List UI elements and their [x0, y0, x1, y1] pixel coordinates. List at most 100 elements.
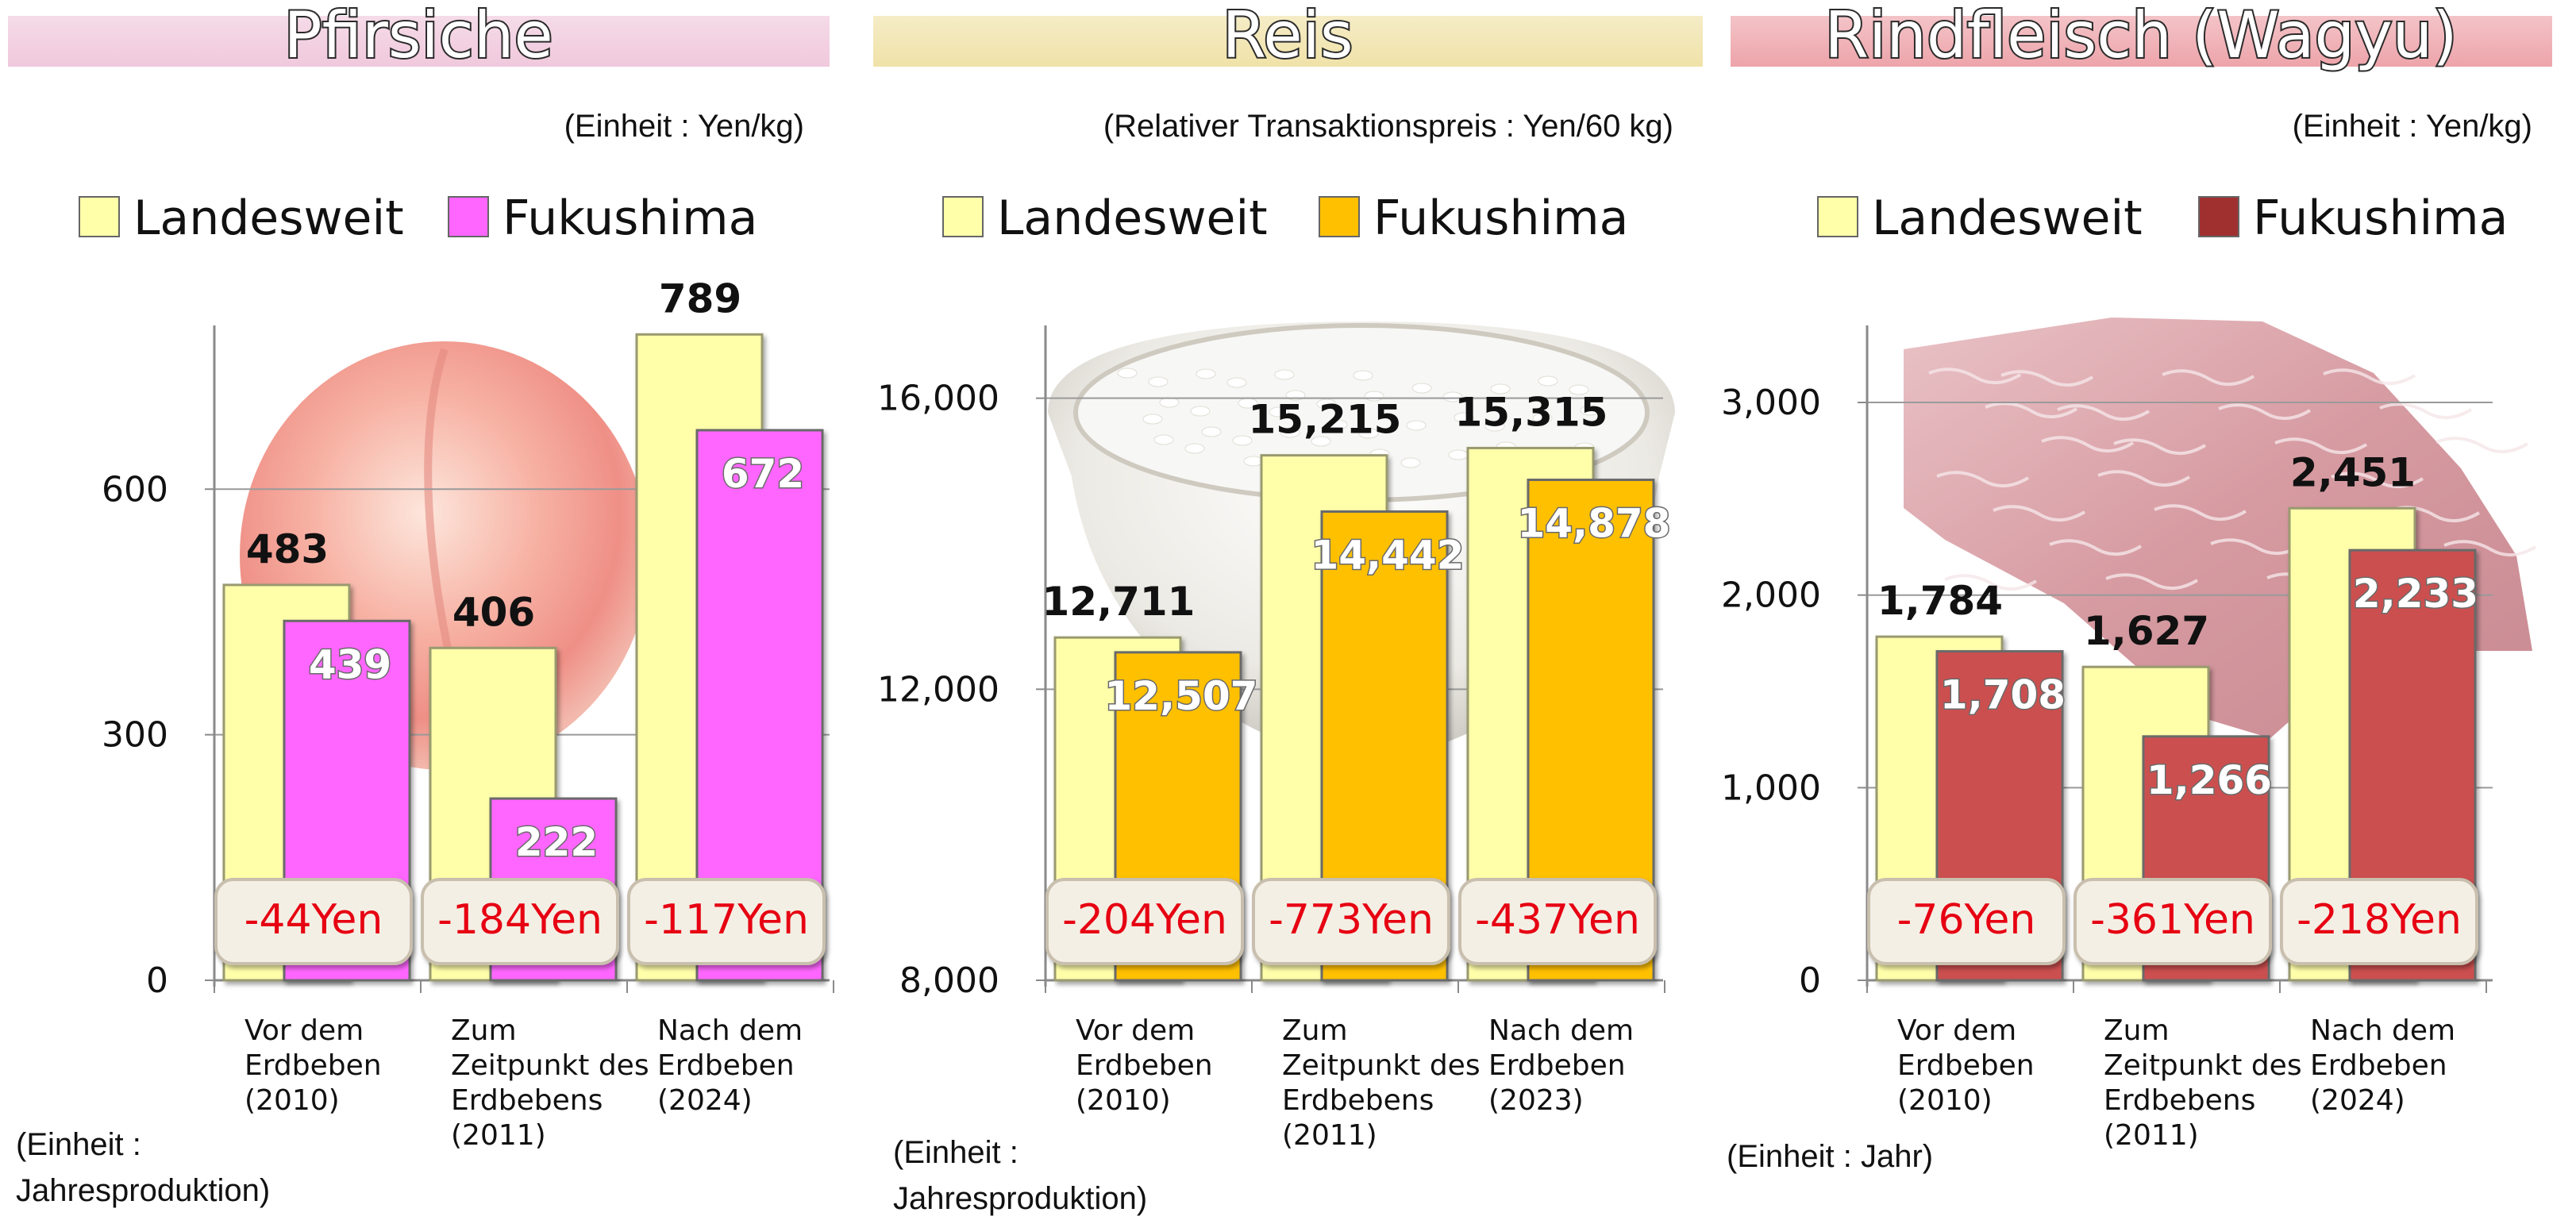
difference-badge-box	[2280, 878, 2478, 965]
category-line: Vor dem	[1897, 1014, 2016, 1047]
category-line: Vor dem	[245, 1014, 364, 1047]
category-line: (2011)	[1282, 1119, 1377, 1152]
y-tick-label: 1,000	[1721, 768, 1821, 808]
category-line: Erdbeben	[1488, 1049, 1626, 1082]
y-tick-label: 300	[102, 715, 168, 756]
category-line: (2024)	[2310, 1084, 2405, 1117]
category-line: Erdbeben	[2310, 1049, 2447, 1082]
footnote-line-2: Jahresproduktion)	[893, 1181, 1147, 1216]
value-label-fukushima-3: 14,878	[1518, 501, 1671, 547]
value-label-fukushima-2: 1,266	[2147, 757, 2272, 803]
category-line: (2011)	[451, 1119, 546, 1152]
chart-panel-1: Pfirsiche (Einheit : Yen/kg) Landesweit Fuk…	[8, 0, 834, 1208]
legend-swatch-1	[942, 196, 984, 237]
value-label-landesweit-2: 1,627	[2084, 608, 2209, 654]
category-line: Nach dem	[2310, 1014, 2455, 1047]
category-line: (2010)	[245, 1084, 340, 1117]
difference-badge-box	[1045, 878, 1244, 965]
value-label-landesweit-3: 789	[659, 275, 741, 321]
category-line: (2011)	[2104, 1119, 2199, 1152]
category-line: Zum	[2104, 1014, 2170, 1047]
category-label-1: Vor dem Erdbeben (2010)	[1897, 1014, 2035, 1117]
category-line: (2010)	[1897, 1084, 1993, 1117]
value-label-landesweit-1: 12,711	[1042, 579, 1196, 625]
value-label-landesweit-1: 1,784	[1877, 578, 2003, 624]
value-label-landesweit-3: 15,315	[1455, 389, 1608, 435]
legend-swatch-2	[1319, 196, 1360, 237]
title-band-highlight	[8, 16, 830, 67]
category-line: Nach dem	[1488, 1014, 1634, 1047]
difference-label: -117Yen	[644, 896, 809, 944]
value-label-landesweit-3: 2,451	[2290, 449, 2416, 495]
value-label-fukushima-1: 12,507	[1105, 673, 1258, 719]
value-label-landesweit-2: 15,215	[1249, 397, 1402, 443]
footnote-line-2: Jahresproduktion)	[16, 1173, 270, 1208]
category-line: (2024)	[657, 1084, 753, 1117]
value-label-fukushima-2: 14,442	[1311, 532, 1465, 578]
legend-label-2: Fukushima	[502, 191, 757, 246]
difference-label: -218Yen	[2297, 896, 2462, 944]
legend-label-2: Fukushima	[1373, 191, 1628, 246]
difference-badge-2: -184Yen	[421, 878, 619, 965]
category-label-2: Zum Zeitpunkt des Erdbebens (2011)	[2104, 1014, 2302, 1152]
category-line: Zeitpunkt des	[451, 1049, 649, 1082]
unit-note: (Einheit : Yen/kg)	[2293, 109, 2532, 144]
y-tick-label: 3,000	[1721, 383, 1821, 423]
difference-badge-1: -204Yen	[1045, 878, 1244, 965]
legend-label-1: Landesweit	[133, 191, 404, 246]
difference-badge-3: -437Yen	[1458, 878, 1657, 965]
difference-badge-box	[1867, 878, 2066, 965]
chart-panel-2: Reis (Relativer Transaktionspreis : Yen/6…	[873, 0, 1703, 1216]
difference-badge-box	[421, 878, 619, 965]
category-line: (2023)	[1488, 1084, 1584, 1117]
legend-swatch-1	[79, 196, 120, 237]
difference-label: -184Yen	[437, 896, 603, 944]
category-label-2: Zum Zeitpunkt des Erdbebens (2011)	[451, 1014, 649, 1152]
chart-title: Pfirsiche	[283, 0, 553, 72]
y-tick-label: 600	[102, 469, 168, 510]
y-tick-label: 2,000	[1721, 575, 1821, 616]
value-label-fukushima-2: 222	[515, 819, 598, 865]
difference-badge-3: -117Yen	[627, 878, 826, 965]
legend-swatch-2	[448, 196, 489, 237]
title-band-highlight	[1731, 16, 2552, 67]
value-label-landesweit-2: 406	[452, 589, 535, 635]
difference-badge-1: -76Yen	[1867, 878, 2066, 965]
category-line: Erdbebens	[451, 1084, 603, 1117]
title-band-highlight	[873, 16, 1703, 67]
y-tick-label: 12,000	[877, 669, 999, 710]
category-line: Zeitpunkt des	[1282, 1049, 1481, 1082]
legend-label-1: Landesweit	[1872, 191, 2143, 246]
difference-badge-box	[1252, 878, 1450, 965]
category-label-1: Vor dem Erdbeben (2010)	[245, 1014, 382, 1117]
difference-label: -773Yen	[1269, 896, 1434, 944]
chart-title: Rindfleisch (Wagyu)	[1824, 0, 2457, 72]
chart-title: Reis	[1222, 0, 1353, 72]
value-label-fukushima-3: 2,233	[2353, 571, 2478, 617]
category-label-3: Nach dem Erdbeben (2024)	[2310, 1014, 2455, 1117]
difference-label: -44Yen	[245, 896, 383, 944]
value-label-fukushima-3: 672	[722, 451, 804, 497]
difference-badge-box	[214, 878, 413, 965]
difference-badge-3: -218Yen	[2280, 878, 2478, 965]
legend-swatch-2	[2198, 196, 2239, 237]
category-line: Zum	[1282, 1014, 1348, 1047]
difference-badge-box	[1458, 878, 1657, 965]
legend-label-1: Landesweit	[997, 191, 1268, 246]
category-label-3: Nach dem Erdbeben (2023)	[1488, 1014, 1634, 1117]
difference-label: -437Yen	[1475, 896, 1640, 944]
footnote-line-1: (Einheit : Jahr)	[1727, 1139, 1933, 1174]
y-tick-label: 0	[1799, 960, 1821, 1001]
footnote-line-1: (Einheit :	[893, 1135, 1018, 1170]
footnote-line-1: (Einheit :	[16, 1127, 141, 1162]
category-line: Vor dem	[1076, 1014, 1195, 1047]
category-label-1: Vor dem Erdbeben (2010)	[1076, 1014, 1213, 1117]
category-label-2: Zum Zeitpunkt des Erdbebens (2011)	[1282, 1014, 1481, 1152]
difference-badge-box	[2074, 878, 2272, 965]
difference-label: -204Yen	[1062, 896, 1227, 944]
category-line: Nach dem	[657, 1014, 803, 1047]
category-label-3: Nach dem Erdbeben (2024)	[657, 1014, 803, 1117]
difference-badge-1: -44Yen	[214, 878, 413, 965]
category-line: Erdbeben	[1897, 1049, 2035, 1082]
